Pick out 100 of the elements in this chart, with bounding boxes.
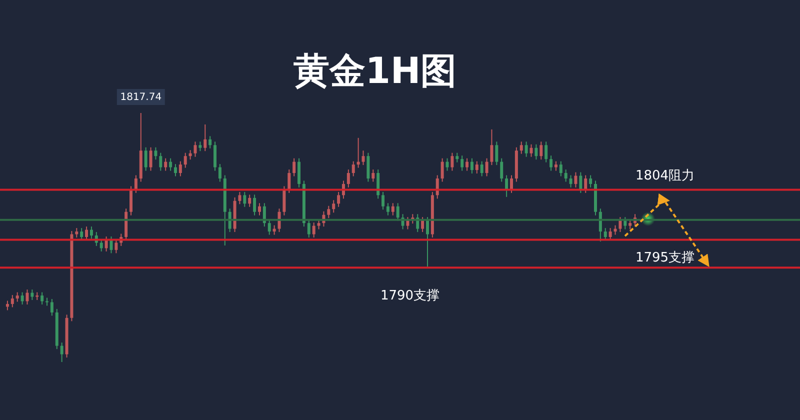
candlestick	[530, 144, 533, 158]
candlestick	[356, 137, 360, 168]
candlestick	[174, 164, 177, 177]
candlestick	[75, 228, 78, 238]
candlestick	[574, 172, 578, 188]
candlestick	[480, 160, 484, 177]
candlestick	[198, 141, 202, 152]
candlestick	[178, 160, 182, 177]
candlestick	[159, 152, 162, 172]
candlestick	[258, 202, 261, 216]
candlestick	[366, 152, 370, 182]
candlestick	[184, 152, 187, 168]
candlestick	[243, 191, 246, 208]
candlestick	[446, 158, 449, 172]
candlestick	[307, 219, 310, 238]
candlestick	[495, 141, 498, 166]
candlestick	[510, 174, 513, 194]
candlestick	[559, 160, 562, 177]
candlestick	[164, 158, 168, 172]
candlestick	[624, 216, 627, 230]
candlestick	[544, 141, 548, 163]
candlestick	[282, 186, 286, 216]
candlestick	[337, 191, 340, 208]
candlestick	[317, 219, 320, 230]
candlestick	[391, 202, 394, 216]
candlestick	[440, 158, 444, 182]
candlestick	[524, 141, 528, 158]
candlestick	[460, 155, 464, 172]
candlestick	[149, 146, 152, 172]
candlestick	[386, 202, 390, 216]
ref-line-label: 1795支撑	[635, 250, 695, 266]
candlestick	[20, 292, 24, 305]
candlestick	[292, 158, 296, 177]
candlestick	[579, 172, 582, 194]
candlestick	[268, 219, 271, 236]
candlestick	[30, 289, 34, 300]
candlestick	[406, 216, 410, 230]
candlestick	[362, 150, 365, 166]
candlestick	[248, 194, 252, 208]
chart-title: 黄金1H图	[293, 51, 457, 92]
candlestick	[520, 141, 523, 154]
candlestick	[114, 238, 118, 254]
candlestick	[589, 174, 592, 188]
candlestick	[110, 236, 113, 254]
ref-line-label: 1804阻力	[635, 168, 695, 184]
candlestick	[90, 226, 93, 240]
candlestick	[272, 224, 276, 236]
candlestick	[188, 150, 192, 160]
candlestick	[450, 152, 454, 172]
candlestick	[426, 216, 429, 268]
candlestick	[26, 289, 29, 305]
candlestick	[396, 202, 400, 222]
candlestick	[352, 160, 355, 177]
candlestick	[456, 152, 459, 163]
candlestick	[564, 169, 568, 182]
candlestick	[218, 164, 222, 182]
candlestick	[466, 158, 469, 172]
candlestick	[253, 194, 256, 216]
candlestick	[204, 124, 207, 152]
candlestick	[500, 158, 504, 182]
candlestick	[604, 228, 607, 241]
candlestick	[6, 300, 9, 311]
candlestick	[169, 158, 172, 172]
candlestick	[40, 292, 44, 305]
candlestick	[214, 141, 217, 172]
candlestick	[618, 216, 622, 233]
candlestick	[346, 169, 350, 188]
candlestick	[485, 158, 488, 177]
candlestick	[614, 224, 617, 236]
candlestick	[505, 174, 508, 198]
candlestick	[490, 128, 494, 166]
text: 1817.74	[120, 92, 162, 103]
candlestick	[421, 216, 424, 233]
candlestick	[327, 205, 330, 219]
candlestick	[608, 228, 612, 241]
candlestick	[288, 169, 291, 194]
candlestick	[154, 146, 158, 160]
candlestick	[80, 228, 84, 241]
candlestick	[100, 238, 103, 252]
candlestick	[10, 294, 14, 308]
candlestick	[16, 292, 19, 302]
candlestick	[628, 219, 632, 230]
candlestick	[238, 191, 242, 205]
candlestick	[550, 155, 553, 172]
candlestick	[208, 136, 212, 149]
candlestick	[372, 169, 375, 182]
candlestick	[60, 342, 64, 362]
candlestick	[194, 141, 197, 158]
candlestick	[554, 160, 558, 172]
candlestick	[144, 146, 148, 172]
candlestick	[534, 144, 538, 160]
candlestick	[134, 174, 138, 194]
candlestick	[540, 141, 543, 160]
candlestick	[376, 169, 380, 200]
candlestick	[584, 174, 588, 194]
candlestick	[130, 186, 133, 216]
candlestick	[332, 200, 336, 214]
candlestick	[85, 226, 88, 241]
candlestick	[475, 160, 478, 174]
candlestick	[50, 298, 54, 316]
